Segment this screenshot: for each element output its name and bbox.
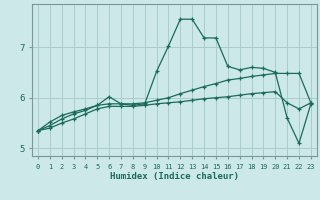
X-axis label: Humidex (Indice chaleur): Humidex (Indice chaleur) bbox=[110, 172, 239, 181]
